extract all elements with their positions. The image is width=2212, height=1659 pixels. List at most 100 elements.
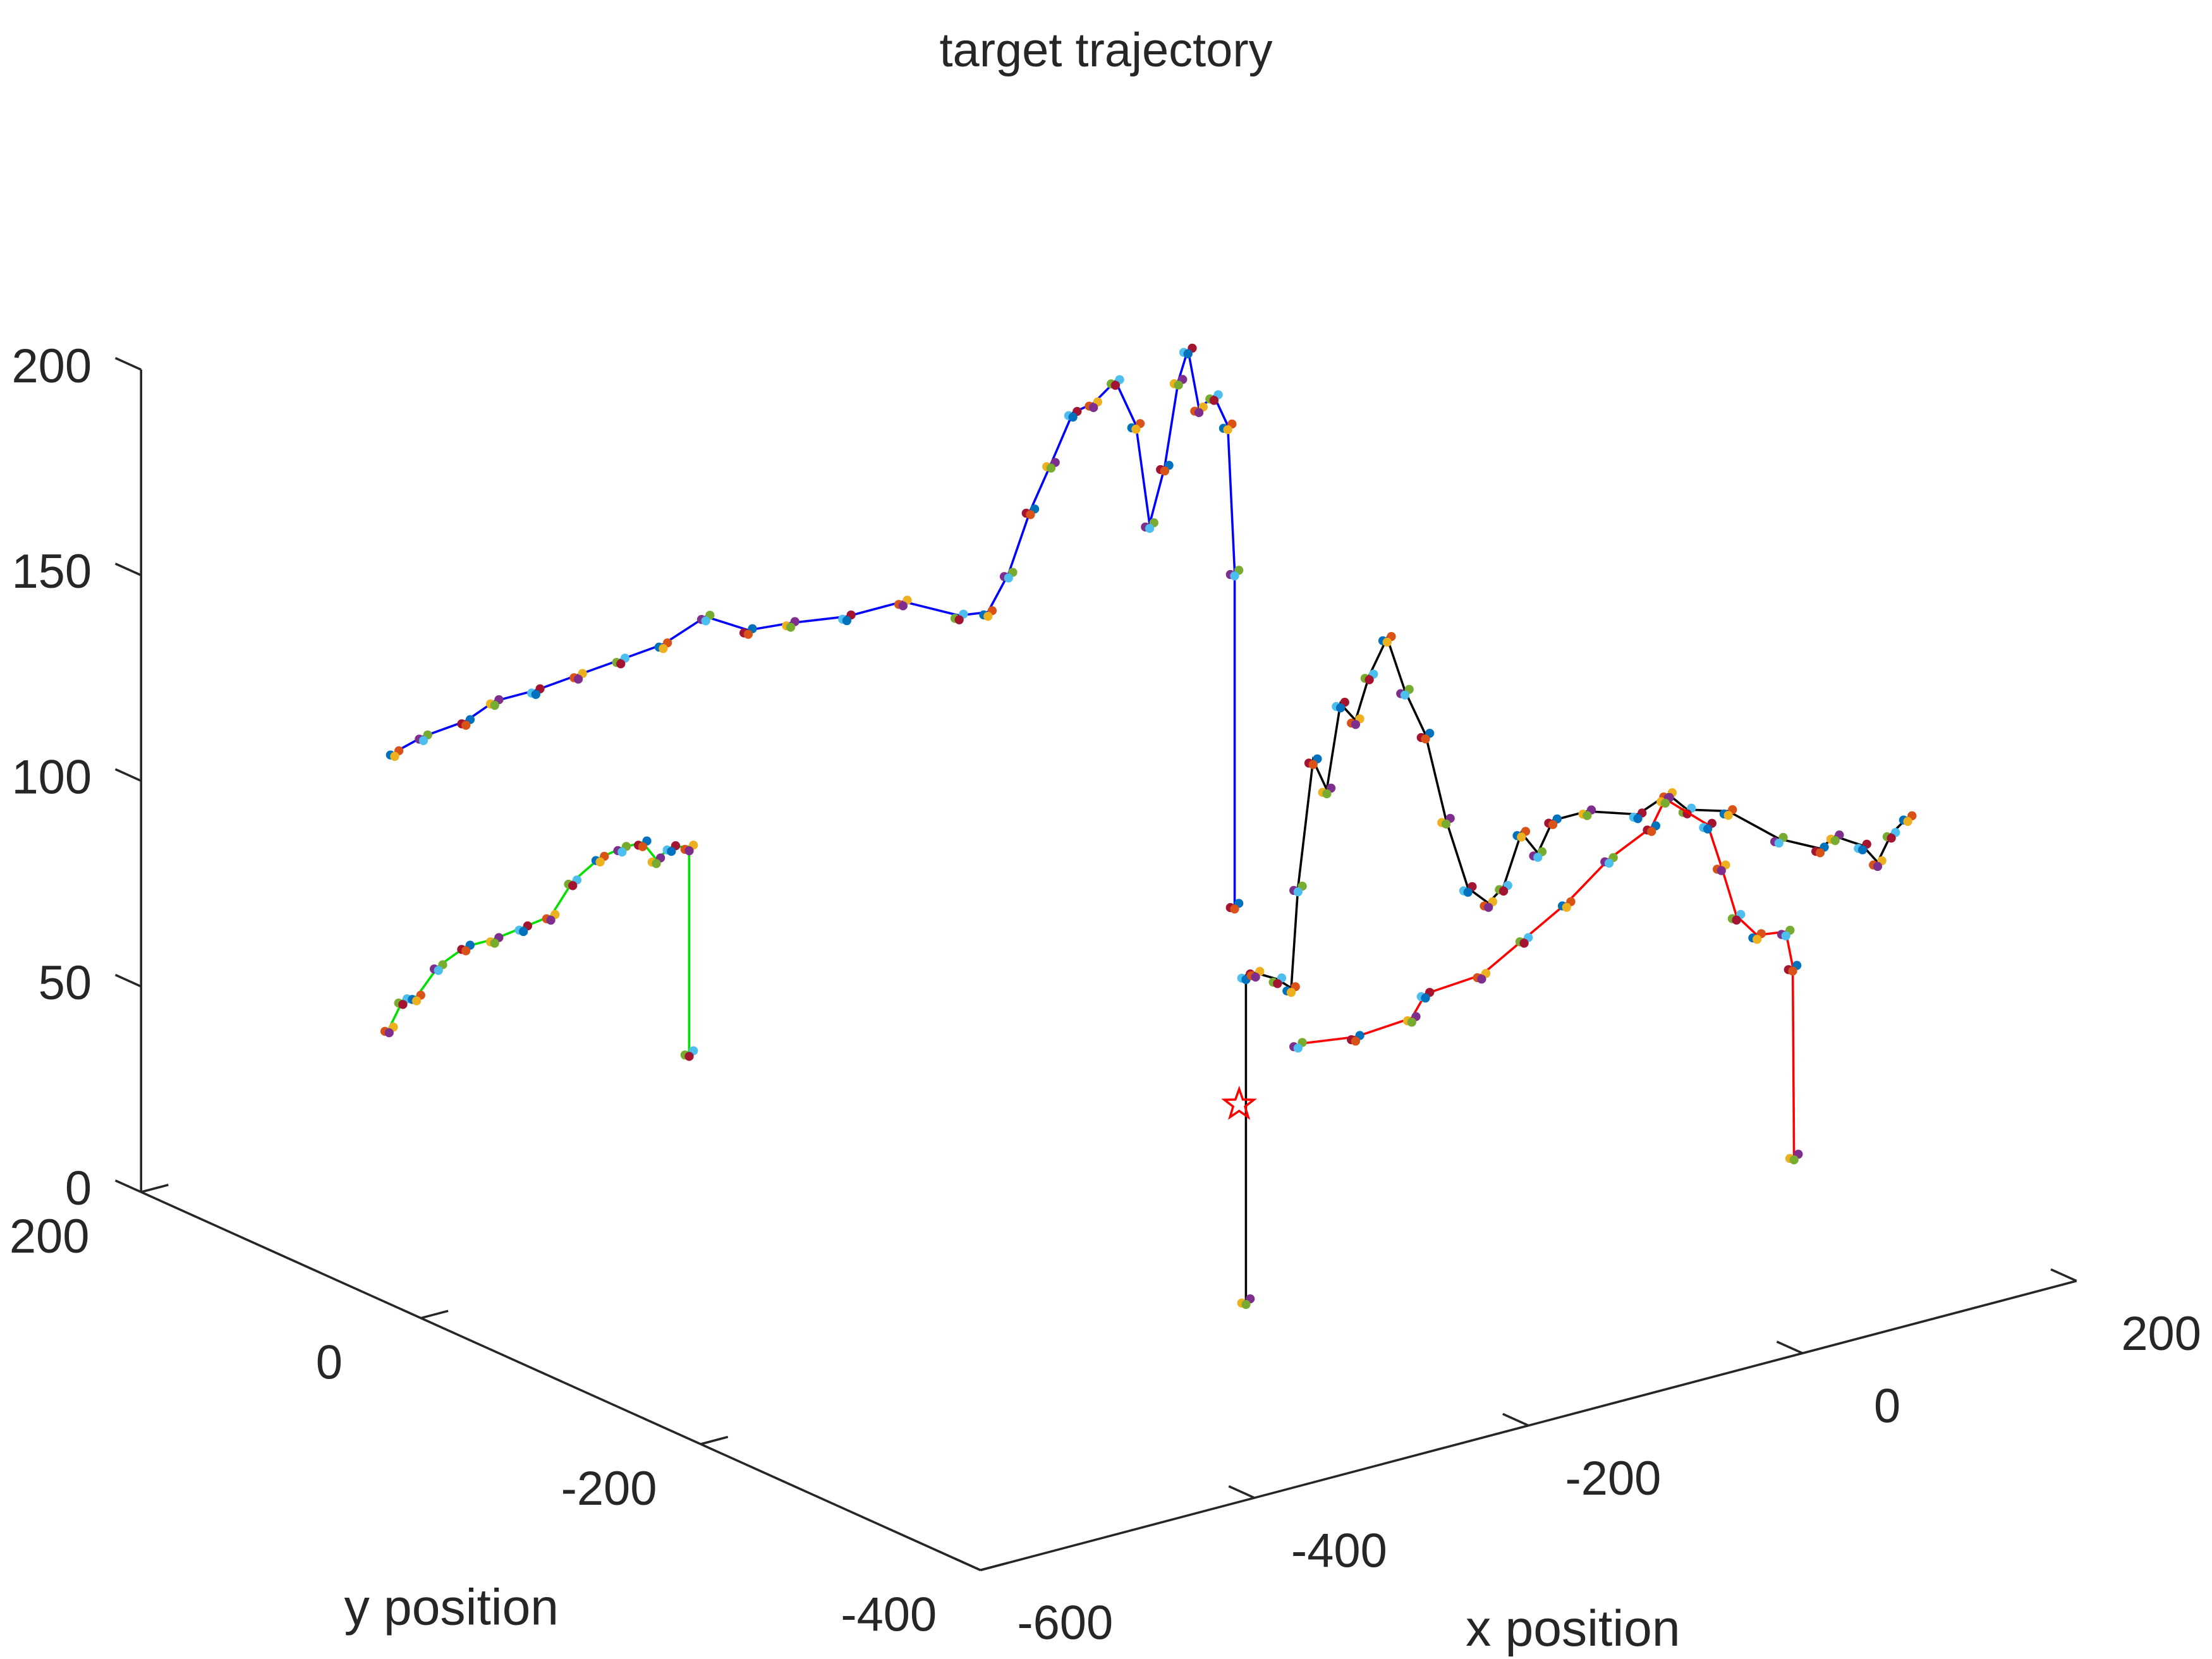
estimate-dot [1887,833,1896,843]
estimate-dot [398,1000,408,1009]
y-tick [700,1435,729,1445]
x-tick-label: -200 [1565,1452,1662,1505]
estimate-dot [1815,848,1825,858]
estimate-dot [1026,510,1035,520]
estimate-dot [743,629,753,639]
z-tick [114,356,142,371]
y-axis-label: y position [344,1579,559,1636]
z-tick [114,768,142,782]
trajectory-line [388,841,691,1052]
estimate-dot [1145,523,1155,533]
estimate-dot [1230,904,1239,914]
estimate-dot [1046,463,1056,473]
estimate-dot [418,736,428,745]
z-tick [114,1179,142,1193]
estimate-dot [616,659,626,669]
estimate-dot [390,751,399,761]
estimate-dot [638,842,647,851]
estimate-dot [1774,838,1784,848]
estimate-dot [1484,902,1493,912]
chart-title: target trajectory [939,23,1272,77]
estimate-dot [1717,866,1726,875]
x-tick [954,1557,981,1572]
estimate-dot [1335,703,1346,713]
estimate-dot [595,857,605,866]
z-tick-label: 100 [11,751,92,805]
z-tick-label: 50 [39,956,92,1010]
estimate-dot [1068,412,1078,422]
estimate-dot [1441,819,1451,829]
estimate-dot [1463,887,1473,897]
estimate-dot [1183,349,1193,358]
estimate-dot [531,690,540,700]
estimate-dot [1723,810,1733,820]
estimate-dot [1830,836,1840,846]
estimate-dot [411,996,422,1006]
estimate-dot [1131,425,1141,434]
estimate-dot [1400,690,1410,700]
estimate-dot [1421,994,1430,1003]
estimate-dot [1382,637,1392,647]
estimate-dot [842,616,852,626]
y-tick-label: 200 [9,1210,90,1263]
estimate-dot [519,927,528,937]
estimate-dot [1322,789,1332,799]
z-tick [114,562,142,576]
estimate-dot [1789,1155,1799,1165]
estimate-dot [684,846,694,856]
estimate-dot [1647,827,1656,836]
estimate-dot [1660,798,1670,808]
x-tick-label: 0 [1874,1380,1900,1433]
estimate-dot [434,966,443,975]
estimate-dot [1562,902,1571,912]
estimate-dot [1703,824,1713,834]
estimate-dot [701,616,710,626]
estimate-dot [1110,380,1121,390]
estimate-dot [461,720,471,730]
z-tick [114,973,142,988]
estimate-dot [546,915,556,925]
estimate-dot [652,859,661,868]
estimate-dot [617,848,627,857]
estimate-dot [983,612,993,621]
estimate-dot [1223,425,1232,435]
estimate-dot [490,700,499,710]
estimate-dot [1788,966,1797,976]
estimate-dot [1174,380,1183,390]
estimate-dot [1293,887,1303,897]
estimate-dot [1351,720,1361,729]
x-tick-label: -600 [1017,1596,1113,1650]
estimate-dot [1089,403,1098,412]
estimate-dot [461,946,471,956]
estimate-dot [1364,675,1374,684]
x-tick [1228,1485,1255,1499]
estimate-dot [1519,939,1529,948]
estimate-dot [568,881,578,890]
estimate-dot [1209,396,1219,405]
estimate-dot [1004,573,1013,583]
estimate-dot [1903,817,1912,826]
x-tick [1776,1340,1803,1354]
x-tick [1502,1413,1529,1427]
y-tick [980,1562,1008,1572]
y-tick [420,1310,449,1320]
estimate-dot [384,1028,394,1038]
estimate-dot [1857,845,1868,854]
estimate-dot [1604,858,1614,868]
estimate-dot [1230,571,1239,581]
estimate-dot [1308,760,1318,769]
estimate-dot [1160,466,1170,476]
estimate-dot [1251,972,1260,982]
estimate-dot [1873,861,1883,872]
y-axis [140,1191,981,1572]
estimate-dot [667,846,676,856]
estimate-dot [1407,1018,1416,1027]
y-tick-label: 0 [316,1336,343,1390]
estimate-dot [490,939,499,948]
x-axis-label: x position [1466,1600,1680,1657]
estimate-dot [1293,1043,1303,1053]
z-tick-label: 150 [11,545,92,599]
x-tick-label: 200 [2121,1307,2201,1361]
